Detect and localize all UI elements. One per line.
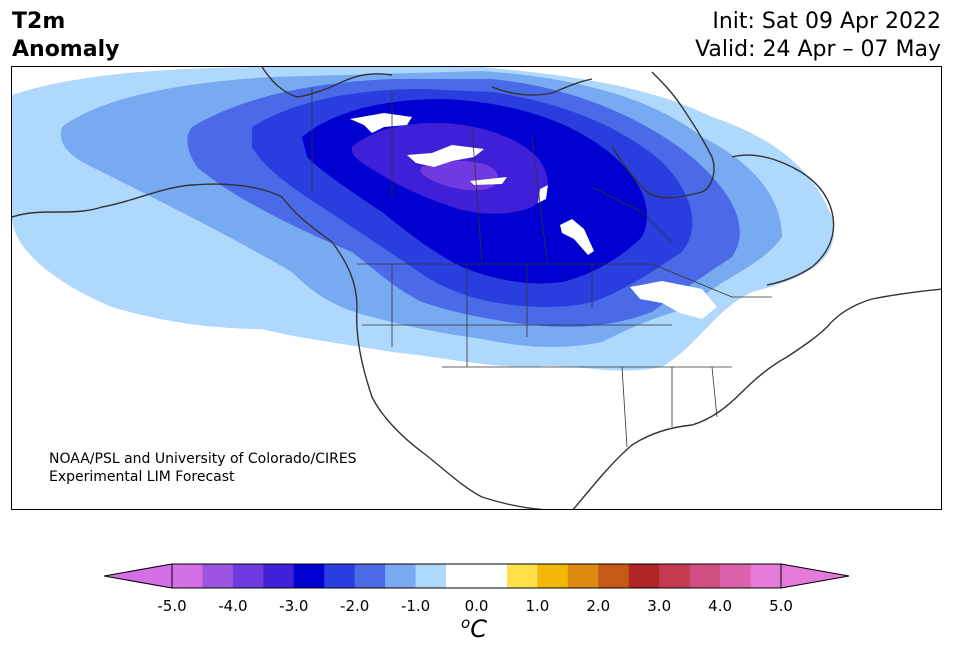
great-slave-lake [407,145,484,167]
credit-line-1: NOAA/PSL and University of Colorado/CIRE… [49,451,357,467]
data-credit: NOAA/PSL and University of Colorado/CIRE… [49,450,357,486]
lake-winnipeg [560,219,594,255]
colorbar-extend-max [780,563,850,589]
colorbar-cell [720,564,752,588]
colorbar-cell [324,564,356,588]
great-lakes [630,281,717,319]
unit-superscript: o [461,614,471,632]
colorbar-tick-label: 3.0 [647,597,672,615]
colorbar-cell [446,564,477,588]
init-date: Init: Sat 09 Apr 2022 [712,9,941,34]
title-line-2: Anomaly [12,37,120,62]
colorbar-tick-label: 1.0 [525,597,550,615]
colorbar-cell [293,564,325,588]
colorbar-outline [171,563,782,589]
title-line-1: T2m [12,9,66,34]
colorbar-tick-label: -5.0 [157,597,187,615]
colorbar-cell [506,564,538,588]
unit-base: C [470,615,487,643]
anomaly-map [12,67,941,509]
colorbar-extend-min [104,563,173,589]
colorbar-cell [476,564,508,588]
credit-line-2: Experimental LIM Forecast [49,469,235,485]
colorbar-cell [385,564,417,588]
colorbar-cell [750,564,782,588]
forecast-dates: Init: Sat 09 Apr 2022 Valid: 24 Apr – 07… [695,8,941,64]
colorbar-tick-label: -3.0 [279,597,309,615]
colorbar-cell [415,564,447,588]
colorbar-cell [172,564,203,588]
lake-athabasca [470,177,507,185]
colorbar-tick-label: -4.0 [218,597,248,615]
colorbar-cell [232,564,264,588]
colorbar-unit: oC [461,614,487,643]
map-panel: NOAA/PSL and University of Colorado/CIRE… [11,66,942,510]
colorbar-cell [263,564,295,588]
reindeer-lake [538,185,548,203]
colorbar-tick-label: 4.0 [708,597,733,615]
colorbar-tick-label: -1.0 [400,597,431,615]
colorbar-cell [537,564,569,588]
coastlines [12,67,941,509]
colorbar-cell [689,564,721,588]
great-bear-lake [350,113,412,133]
valid-range: Valid: 24 Apr – 07 May [695,37,941,62]
colorbar-cell [202,564,234,588]
colorbar-cell [354,564,386,588]
colorbar-cell [659,564,691,588]
color-scale-bar [104,563,850,589]
borders [311,87,772,448]
map-title: T2m Anomaly [12,8,119,64]
colorbar-tick-label: 5.0 [769,597,793,615]
colorbar-cell [598,564,630,588]
colorbar-cell [628,564,660,588]
colorbar-tick-label: 2.0 [586,597,611,615]
colorbar-cell [567,564,599,588]
colorbar-tick-label: -2.0 [340,597,370,615]
colorbar-tick-label: 0.0 [464,597,489,615]
